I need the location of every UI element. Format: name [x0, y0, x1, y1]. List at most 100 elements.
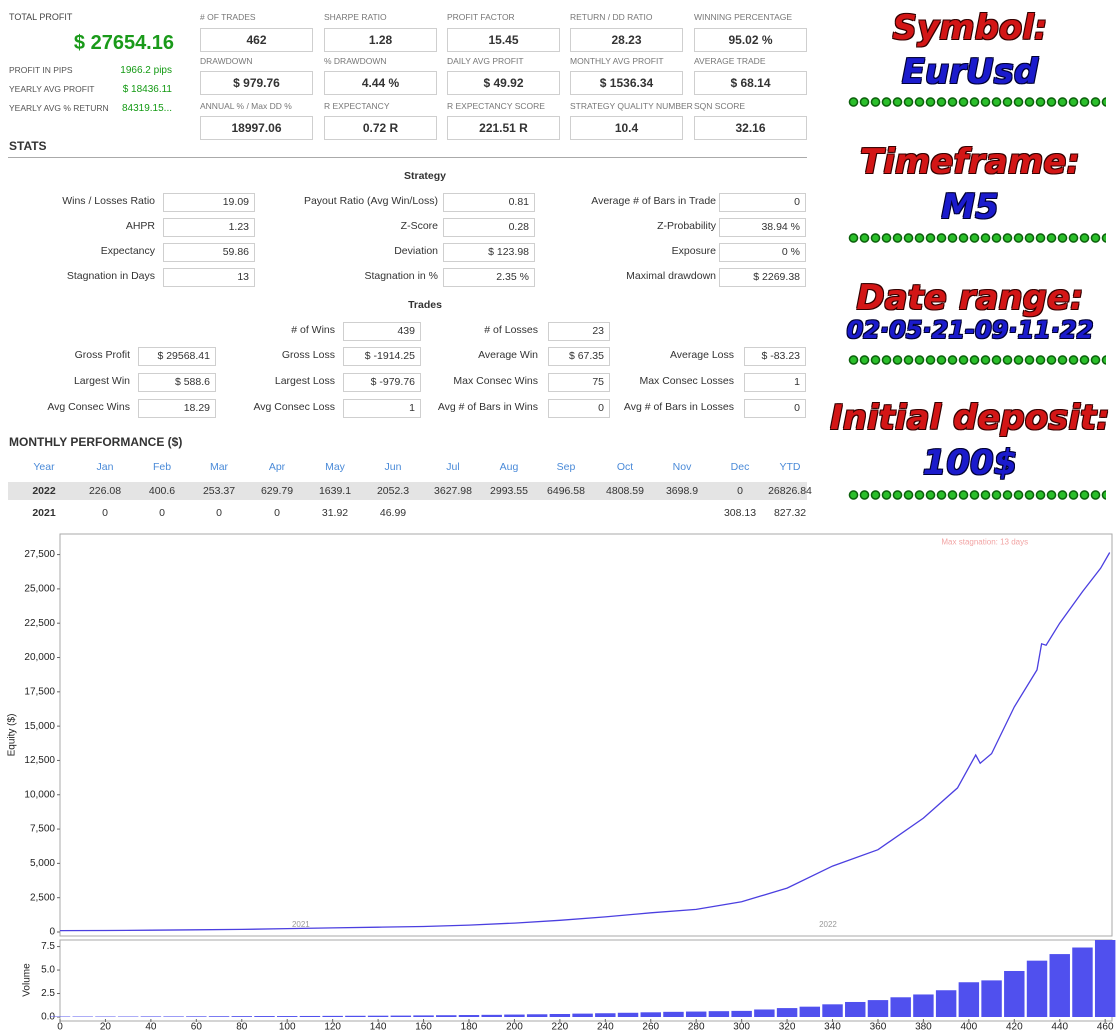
summary-value: 84319.15...	[121, 103, 172, 114]
x-tick-label: 0	[57, 1022, 63, 1033]
side-value: 02·05·21-09·11·22	[846, 316, 1094, 344]
annotation: Max stagnation: 13 days	[941, 537, 1028, 546]
month-header: Year	[33, 461, 55, 473]
side-label: Initial deposit:	[830, 398, 1110, 438]
month-header: Oct	[616, 461, 634, 473]
metric-value: 18997.06	[200, 116, 313, 140]
annotation: 2021	[292, 920, 310, 929]
volume-bar	[799, 1006, 821, 1017]
x-tick-label: 160	[415, 1022, 432, 1033]
month-header: Jul	[446, 461, 460, 473]
x-tick-label: 20	[100, 1022, 112, 1033]
x-tick-label: 380	[915, 1022, 932, 1033]
volume-bar	[276, 1016, 298, 1017]
y-tick-label: 0	[49, 927, 55, 938]
month-value: 4808.59	[606, 485, 644, 497]
month-value: 2052.3	[376, 485, 410, 497]
field-label: Stagnation in %	[364, 270, 438, 282]
field-label: Gross Loss	[281, 349, 335, 361]
annotation: 2022	[819, 920, 837, 929]
field-label: Average Loss	[669, 349, 734, 361]
y-tick-label: 7.5	[41, 941, 55, 952]
y-tick-label: 20,000	[24, 652, 55, 663]
month-value: 1639.1	[318, 485, 352, 497]
volume-bar	[322, 1015, 343, 1017]
volume-bar	[481, 1014, 502, 1017]
field-value: 439	[343, 322, 421, 341]
star-divider	[848, 232, 1106, 244]
field-label: Avg Consec Loss	[253, 401, 335, 413]
volume-bar	[958, 982, 980, 1017]
month-value: 0	[216, 507, 222, 519]
y-axis-title: Volume	[22, 963, 33, 997]
volume-bar	[776, 1008, 798, 1017]
volume-bar	[617, 1012, 639, 1017]
x-tick-label: 280	[688, 1022, 705, 1033]
y-tick-label: 5.0	[41, 965, 55, 976]
field-label: Max Consec Losses	[639, 375, 734, 387]
month-header: May	[325, 461, 345, 473]
volume-bar	[754, 1009, 775, 1017]
volume-bar	[367, 1015, 389, 1017]
field-label: AHPR	[125, 220, 155, 232]
field-label: Z-Score	[400, 220, 438, 232]
metric-label: SHARPE RATIO	[324, 12, 387, 22]
x-tick-label: 400	[961, 1022, 978, 1033]
volume-bar	[890, 997, 911, 1017]
metric-value: 0.72 R	[324, 116, 437, 140]
field-value: 1	[744, 373, 806, 392]
month-value: 226.08	[88, 485, 122, 497]
field-value: 0.28	[443, 218, 535, 237]
month-value: 26826.84	[768, 485, 812, 497]
field-value: 19.09	[163, 193, 255, 212]
x-tick-label: 340	[824, 1022, 841, 1033]
field-value: 1	[343, 399, 421, 418]
volume-bar	[981, 980, 1002, 1017]
star-divider	[848, 489, 1106, 501]
field-value: 0	[548, 399, 610, 418]
field-label: Deviation	[394, 245, 438, 257]
volume-bar	[526, 1014, 548, 1017]
field-label: Expectancy	[100, 245, 155, 257]
metric-label: DRAWDOWN	[200, 56, 253, 66]
volume-bar	[458, 1015, 480, 1017]
metric-label: % DRAWDOWN	[324, 56, 387, 66]
month-value: 2022	[32, 485, 56, 497]
x-tick-label: 100	[279, 1022, 296, 1033]
y-axis-title: Equity ($)	[7, 714, 18, 757]
field-label: Stagnation in Days	[66, 270, 155, 282]
volume-bar	[640, 1012, 661, 1017]
field-value: $ -1914.25	[343, 347, 421, 366]
metric-label: DAILY AVG PROFIT	[447, 56, 524, 66]
volume-bar	[1072, 947, 1093, 1017]
total-profit-label: TOTAL PROFIT	[9, 12, 73, 22]
metric-value: 221.51 R	[447, 116, 560, 140]
divider	[8, 157, 807, 158]
metric-label: RETURN / DD RATIO	[570, 12, 653, 22]
field-value: 59.86	[163, 243, 255, 262]
y-tick-label: 27,500	[24, 549, 55, 560]
volume-bar	[390, 1015, 412, 1017]
volume-bar	[1026, 960, 1048, 1017]
field-value: 23	[548, 322, 610, 341]
summary-label: YEARLY AVG % RETURN	[9, 103, 109, 113]
field-label: Largest Loss	[274, 375, 335, 387]
month-value: 629.79	[260, 485, 294, 497]
field-value: $ -83.23	[744, 347, 806, 366]
field-value: 0	[744, 399, 806, 418]
month-header: YTD	[779, 461, 801, 473]
x-tick-label: 260	[642, 1022, 659, 1033]
field-value: $ 2269.38	[719, 268, 806, 287]
stats-title: STATS	[9, 139, 47, 153]
y-tick-label: 15,000	[24, 721, 55, 732]
metric-value: 1.28	[324, 28, 437, 52]
field-label: # of Losses	[484, 324, 538, 336]
month-header: Jan	[96, 461, 114, 473]
volume-bar	[731, 1010, 752, 1017]
y-tick-label: 17,500	[24, 686, 55, 697]
y-tick-label: 22,500	[24, 618, 55, 629]
volume-bar	[186, 1016, 207, 1017]
metric-label: R EXPECTANCY	[324, 101, 390, 111]
month-value: 3698.9	[665, 485, 699, 497]
